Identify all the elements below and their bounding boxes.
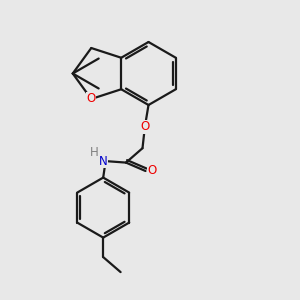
Text: N: N <box>99 154 108 168</box>
Text: O: O <box>87 92 96 106</box>
Text: O: O <box>148 164 157 178</box>
Text: O: O <box>140 120 149 133</box>
Text: H: H <box>90 146 99 159</box>
